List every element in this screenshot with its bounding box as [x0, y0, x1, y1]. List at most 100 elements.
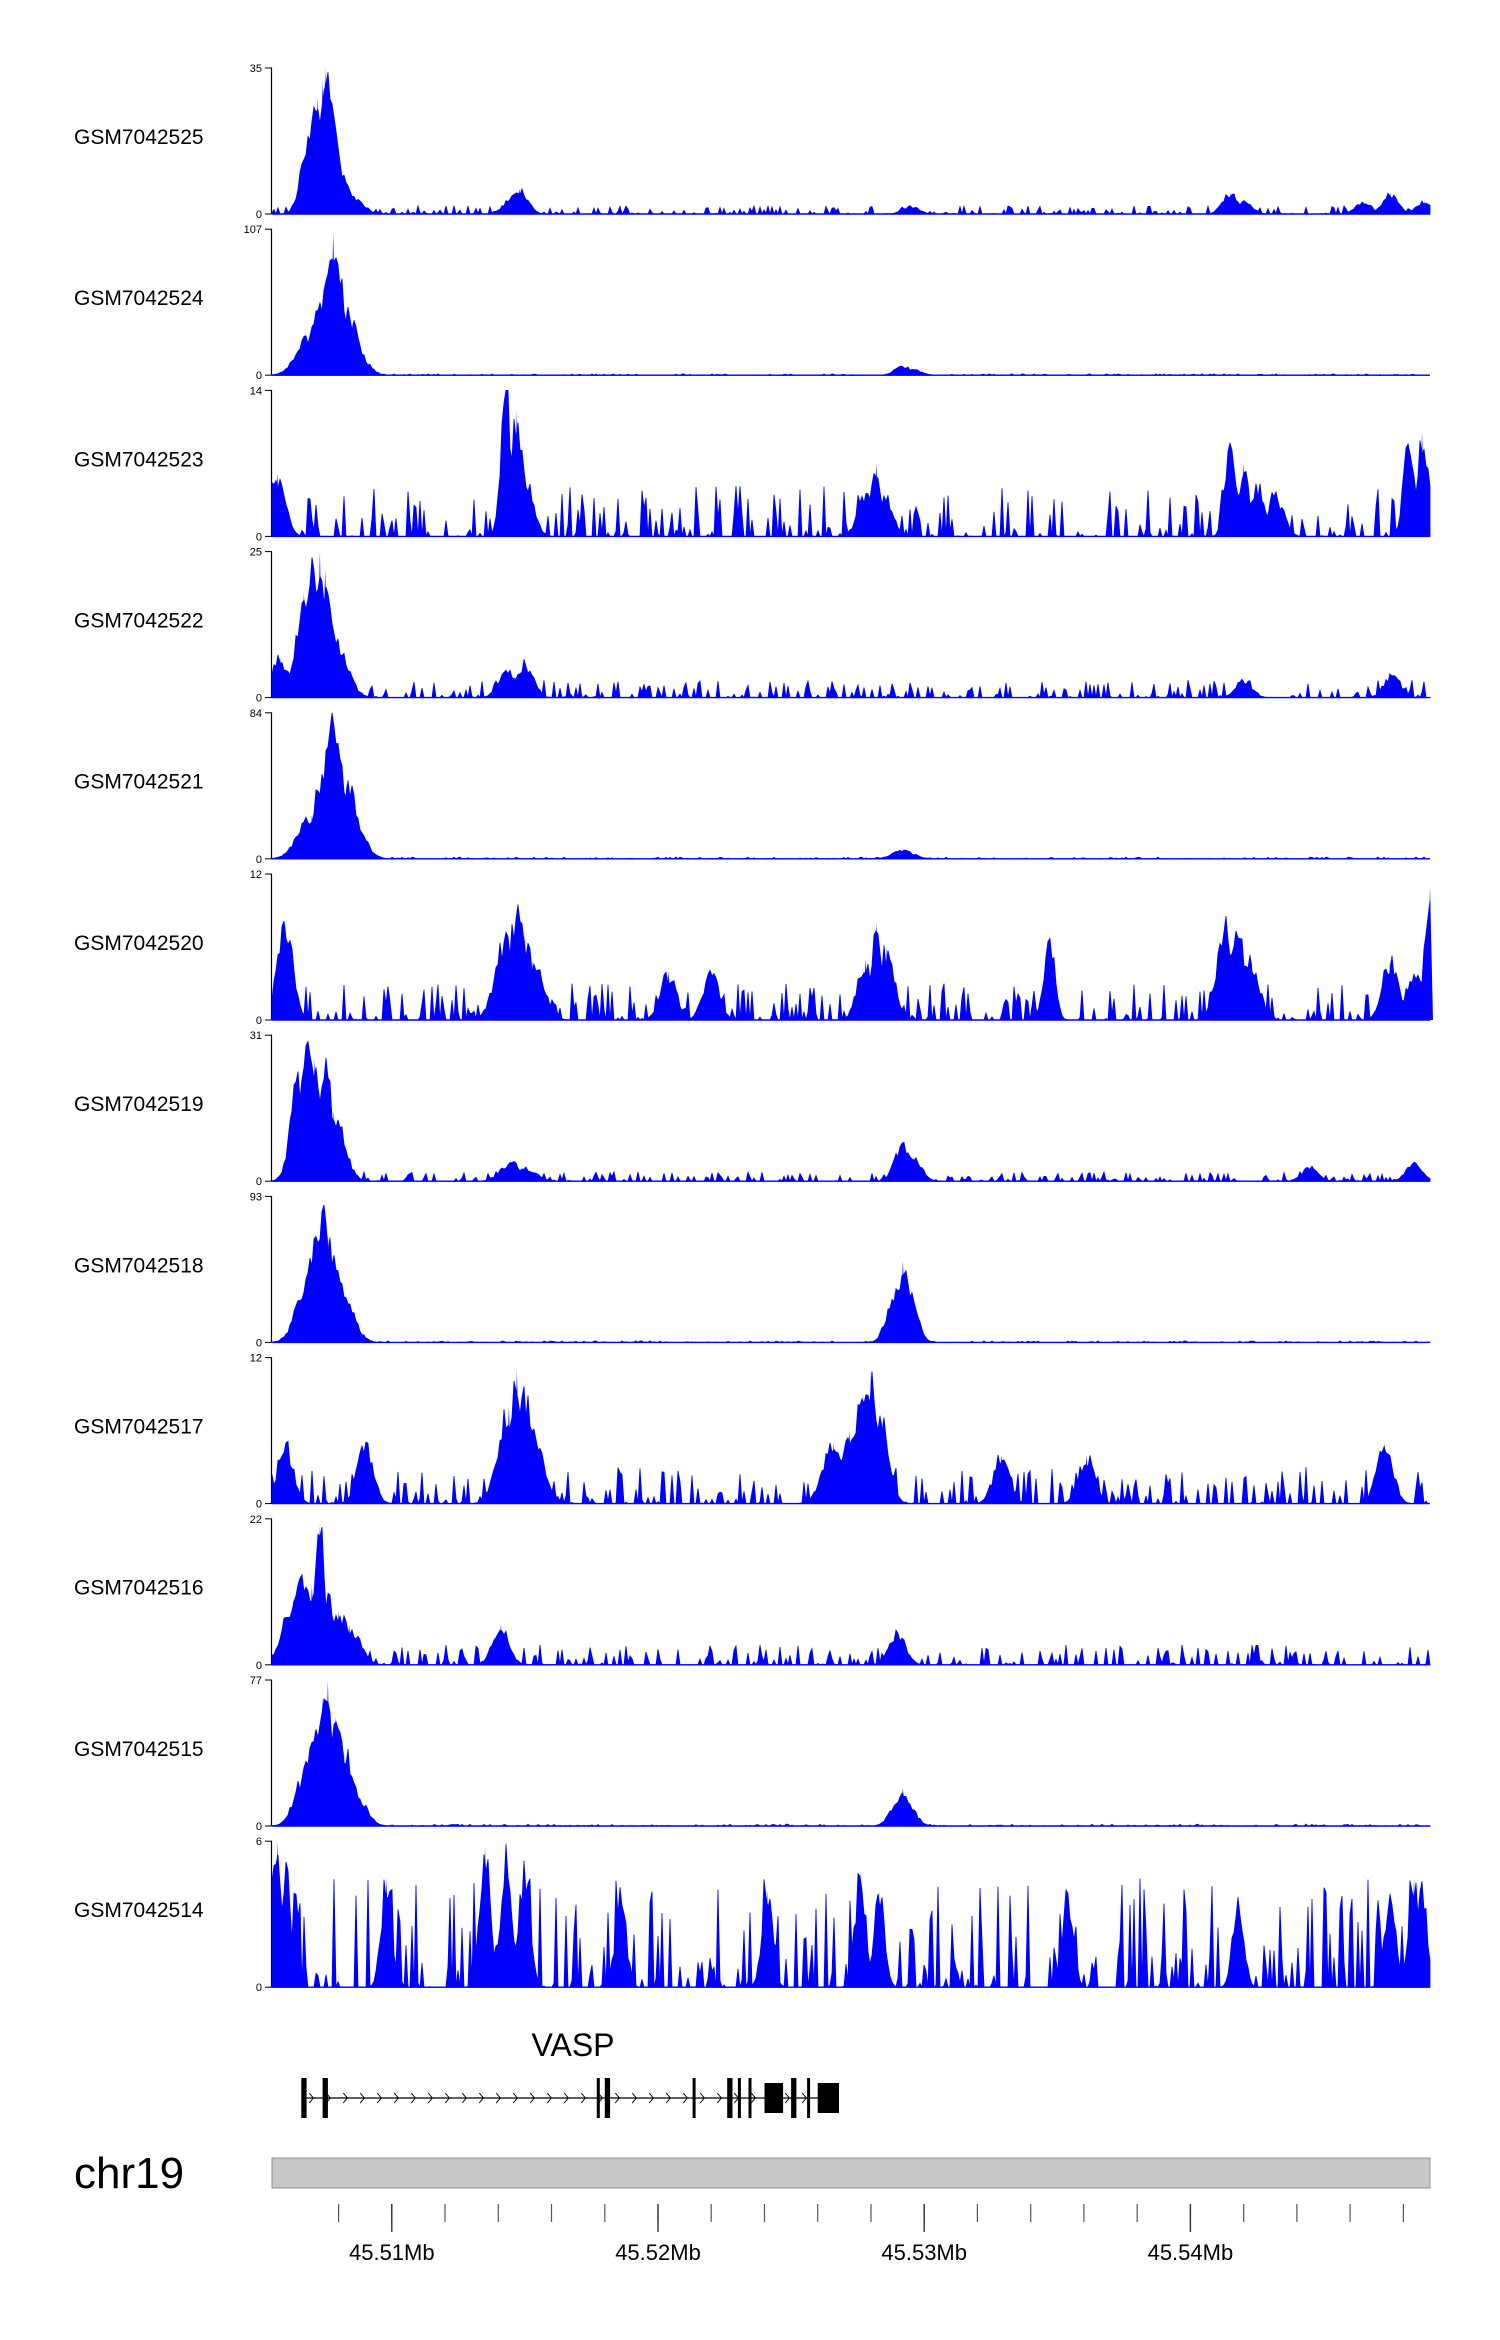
coverage-peak	[298, 1571, 305, 1665]
coverage-peak	[319, 1697, 326, 1826]
coverage-peak	[1387, 1889, 1394, 1988]
exon	[727, 2078, 733, 2118]
track-GSM7042520: GSM7042520 12 0	[74, 869, 1433, 1027]
coverage-peak	[910, 369, 917, 376]
coverage-peak	[351, 345, 358, 376]
coverage-peak	[277, 656, 283, 698]
gene-model-vasp	[301, 2078, 840, 2118]
strand-arrow	[716, 2092, 722, 2104]
coverage-peak	[335, 272, 342, 376]
strand-arrow	[529, 2092, 535, 2104]
coverage-peak	[513, 411, 520, 537]
coverage-peak	[1421, 201, 1428, 214]
coverage-area	[271, 1844, 1431, 1989]
coverage-area	[271, 900, 1431, 1022]
exon	[764, 2083, 784, 2113]
y-axis-max-label: 12	[250, 869, 262, 881]
chromosome-label: chr19	[74, 2149, 184, 2198]
coverage-peak	[899, 365, 906, 376]
track-GSM7042524: GSM7042524 107 0	[74, 224, 1430, 382]
coverage-peak	[883, 947, 890, 1020]
coverage-peak	[308, 815, 315, 859]
strand-arrow	[308, 2092, 314, 2104]
coverage-peak	[1381, 1442, 1388, 1504]
coverage-peak	[319, 1210, 326, 1343]
coverage-area	[271, 1040, 1431, 1183]
coverage-peak	[1419, 1889, 1425, 1988]
y-axis-min-label: 0	[256, 531, 262, 543]
coverage-peak	[322, 1068, 329, 1182]
coverage-peak	[521, 1167, 528, 1182]
coverage-peak	[899, 1788, 906, 1826]
coverage-peak	[899, 850, 906, 859]
exon	[791, 2078, 797, 2118]
coverage-peak	[330, 1110, 337, 1182]
coverage-peak	[335, 650, 342, 698]
strand-arrow	[461, 2092, 467, 2104]
y-axis-min-label: 0	[256, 1660, 262, 1672]
coverage-peak	[910, 1157, 917, 1182]
genomic-axis: 45.51Mb 45.52Mb 45.53Mb 45.54Mb	[338, 2204, 1405, 2265]
y-axis-max-label: 22	[250, 1514, 262, 1526]
exon	[807, 2078, 811, 2118]
coverage-peak	[332, 1263, 339, 1343]
strand-arrow	[665, 2092, 671, 2104]
track-GSM7042525: GSM7042525 35 0	[74, 63, 1431, 221]
y-axis-max-label: 107	[244, 224, 262, 236]
coverage-peak	[891, 1292, 898, 1343]
y-axis-min-label: 0	[256, 1176, 262, 1188]
ideogram-track: chr19	[74, 2149, 1431, 2198]
coverage-peak	[1083, 1454, 1090, 1504]
coverage-peak	[282, 922, 289, 1020]
axis-tick-label: 45.53Mb	[881, 2240, 967, 2265]
strand-arrow	[376, 2092, 382, 2104]
coverage-peak	[521, 1394, 528, 1504]
coverage-peak	[332, 1716, 339, 1826]
coverage-peak	[529, 959, 536, 1020]
coverage-peak	[868, 1369, 874, 1504]
track-label: GSM7042518	[74, 1254, 204, 1277]
coverage-peak	[497, 1625, 504, 1665]
y-axis-min-label: 0	[256, 370, 262, 382]
y-axis-max-label: 6	[256, 1836, 262, 1848]
track-label: GSM7042520	[74, 932, 204, 955]
coverage-peak	[503, 1841, 510, 1988]
strand-arrow	[699, 2092, 705, 2104]
y-axis-max-label: 25	[250, 547, 262, 559]
coverage-peak	[905, 1285, 912, 1343]
track-label: GSM7042525	[74, 126, 204, 149]
coverage-peak	[529, 1430, 536, 1504]
coverage-peak	[324, 1591, 331, 1665]
y-axis-min-label: 0	[256, 854, 262, 866]
coverage-area	[271, 712, 1430, 860]
coverage-peak	[881, 494, 888, 537]
coverage-peak	[1248, 959, 1255, 1020]
strand-arrow	[631, 2092, 637, 2104]
coverage-peak	[274, 473, 281, 537]
coverage-peak	[1046, 934, 1053, 1020]
coverage-peak	[905, 1805, 912, 1826]
y-axis-min-label: 0	[256, 1015, 262, 1027]
coverage-peak	[482, 1846, 488, 1988]
coverage-peak	[362, 1442, 369, 1504]
coverage-peak	[306, 138, 313, 214]
strand-arrow	[512, 2092, 518, 2104]
coverage-area	[271, 256, 1430, 376]
y-axis-max-label: 14	[250, 385, 262, 397]
coverage-peak	[708, 971, 715, 1020]
coverage-peak	[521, 934, 528, 1020]
coverage-peak	[878, 1418, 885, 1504]
strand-arrow	[410, 2092, 416, 2104]
axis-tick-label: 45.52Mb	[615, 2240, 701, 2265]
coverage-peak	[894, 1631, 901, 1665]
coverage-peak	[860, 1394, 866, 1504]
y-axis-max-label: 35	[250, 63, 262, 75]
coverage-peak	[1235, 934, 1242, 1020]
track-label: GSM7042517	[74, 1416, 204, 1439]
coverage-peak	[303, 1039, 310, 1182]
coverage-tracks: GSM7042525 35 0 GSM7042524 107 0 GSM7042523 14 0…	[74, 63, 1433, 1994]
strand-arrow	[801, 2092, 807, 2104]
track-label: GSM7042519	[74, 1093, 204, 1116]
coverage-peak	[1240, 463, 1247, 537]
coverage-peak	[295, 1077, 302, 1182]
